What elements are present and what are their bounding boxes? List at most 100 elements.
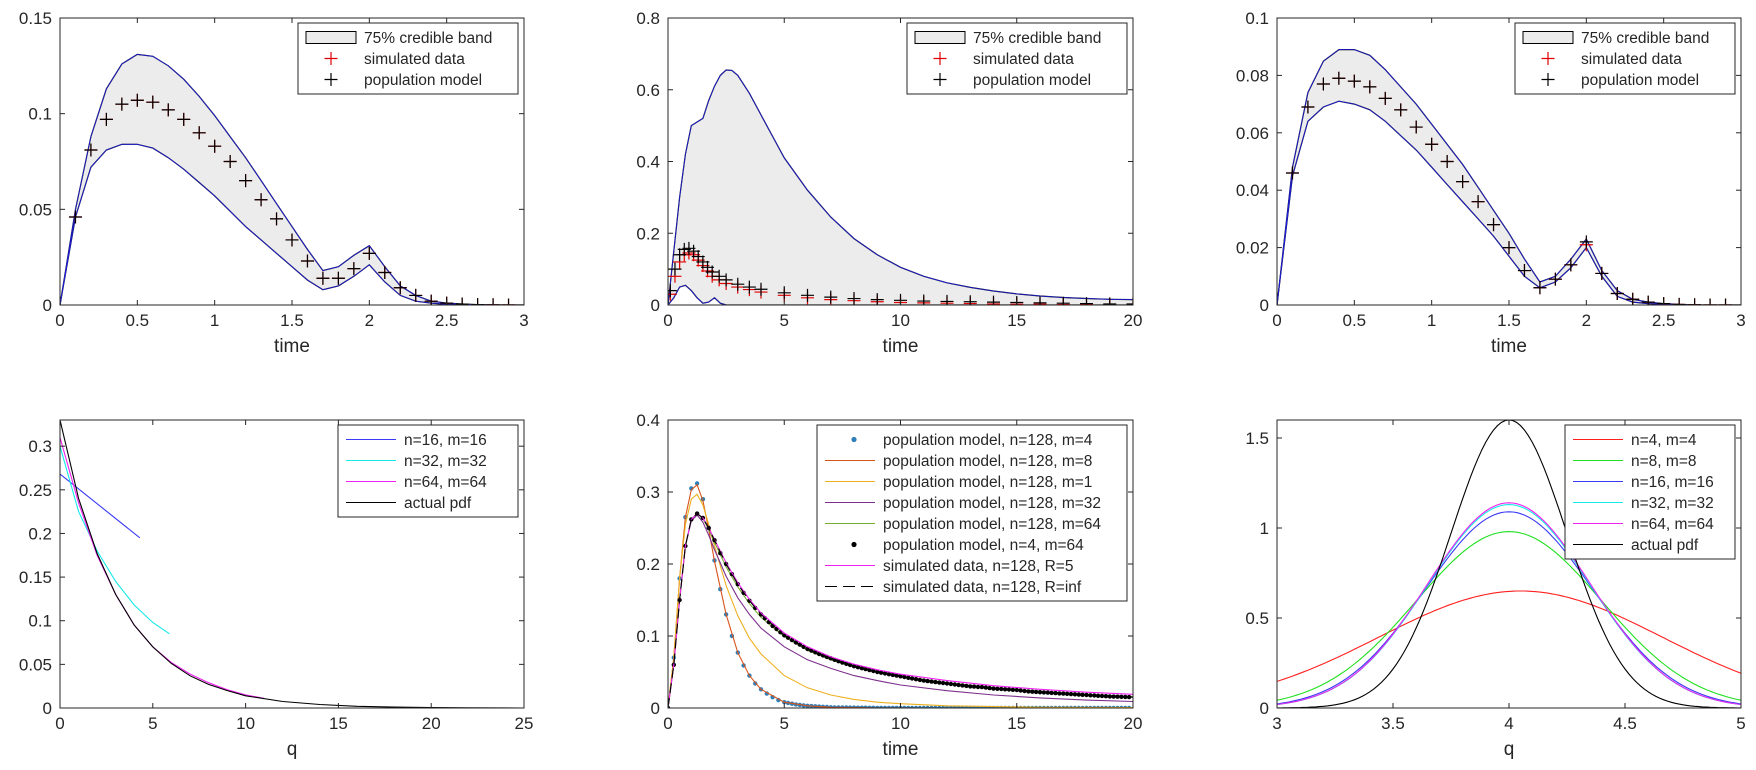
x-tick-label: 20	[422, 714, 441, 733]
plus-marker	[1033, 296, 1047, 305]
legend: n=16, m=16 n=32, m=32 n=64, m=64 actual pdf	[337, 424, 519, 518]
legend-plus-marker	[933, 52, 947, 65]
dot-marker	[1022, 688, 1027, 694]
legend-entry-label: 75% credible band	[973, 30, 1101, 47]
dot-marker	[1080, 692, 1085, 697]
x-tick-label: 3	[519, 311, 528, 330]
dot-marker	[1123, 694, 1128, 700]
plus-marker	[1056, 296, 1070, 305]
plus-marker	[208, 139, 222, 153]
series-6-line	[1277, 420, 1741, 708]
x-tick-label: 5	[1736, 714, 1745, 733]
plus-marker	[801, 288, 814, 302]
x-tick-label: 0.5	[1343, 311, 1367, 330]
plus-marker	[1703, 298, 1717, 305]
plus-marker	[1641, 295, 1655, 305]
plus-marker	[1517, 264, 1531, 278]
axes-frame	[59, 419, 525, 709]
dot-marker	[1033, 689, 1039, 695]
x-tick-label: 4.5	[1613, 714, 1637, 733]
credible-band-fill	[60, 54, 524, 305]
plus-marker	[1610, 287, 1624, 301]
series-2-line	[1277, 531, 1741, 701]
dot-marker	[902, 674, 907, 680]
legend-box	[816, 424, 1128, 602]
x-tick-label: 20	[1124, 311, 1143, 330]
plot-content	[60, 420, 524, 708]
legend-entry-label: n=8, m=8	[1631, 453, 1697, 470]
plus-marker	[347, 262, 361, 276]
y-tick-label: 0.08	[1236, 66, 1269, 85]
dot-marker	[859, 666, 864, 671]
plus-marker	[331, 271, 345, 285]
dot-marker	[694, 481, 700, 486]
chart-6: 3 3.5 4 4.5 5 0 0.5 1 1.5 q n=4, m=4 n=8, m=8 n=16, …	[1245, 419, 1746, 760]
plus-marker	[1126, 297, 1133, 305]
dot-marker	[886, 672, 892, 677]
dot-marker	[1006, 687, 1012, 692]
y-tick-label: 0	[43, 296, 52, 315]
series-3-line	[668, 493, 1133, 708]
plus-marker	[502, 298, 516, 305]
plot-content	[668, 481, 1133, 708]
plus-marker	[731, 277, 745, 291]
plus-marker	[239, 174, 253, 188]
plus-marker	[963, 295, 977, 305]
legend-band-swatch	[914, 31, 966, 44]
legend-entry-label: population model, n=128, m=64	[883, 516, 1101, 533]
legend-entry-label: population model	[973, 72, 1091, 89]
plus-marker	[824, 290, 838, 304]
credible-band-upper-line	[668, 69, 1133, 305]
dot-marker	[1037, 690, 1043, 695]
x-tick-label: 3	[1272, 714, 1281, 733]
dot-marker	[960, 683, 965, 688]
dot-marker	[1126, 694, 1132, 700]
x-axis-label: time	[883, 739, 919, 760]
legend-entry-label: 75% credible band	[364, 30, 492, 47]
y-tick-label: 0.1	[28, 105, 52, 124]
plus-marker	[712, 269, 726, 283]
dot-marker	[929, 679, 934, 684]
plus-marker	[378, 265, 392, 279]
legend-entry-label: population model, n=128, m=8	[883, 453, 1092, 470]
dot-marker	[933, 679, 938, 685]
dot-marker	[975, 684, 981, 690]
x-axis-label: time	[883, 336, 919, 357]
x-tick-label: 5	[148, 714, 157, 733]
plus-marker	[987, 295, 1000, 305]
plus-marker	[1285, 166, 1299, 180]
legend: 75% credible band simulated data populatio…	[297, 22, 519, 95]
plus-marker	[424, 294, 438, 305]
plus-marker	[1579, 235, 1593, 249]
x-tick-label: 0	[1272, 311, 1281, 330]
plus-marker	[115, 97, 129, 111]
dot-marker	[917, 677, 923, 683]
series-5-line	[1277, 502, 1741, 706]
plus-marker	[409, 288, 423, 302]
x-axis-label: q	[287, 739, 298, 760]
plus-marker	[742, 280, 756, 294]
plus-marker	[254, 193, 268, 207]
y-tick-label: 0.1	[28, 612, 52, 631]
series-2-markers	[68, 93, 516, 305]
plus-marker	[223, 155, 237, 168]
chart-2: 0 5 10 15 20 0 0.2 0.4 0.6 0.8 time 75% credible ba…	[636, 9, 1142, 357]
legend-entry-label: simulated data	[973, 51, 1074, 68]
legend-band-swatch	[305, 31, 357, 44]
legend-entry-label: simulated data, n=128, R=5	[883, 558, 1073, 575]
x-tick-label: 4	[1504, 714, 1513, 733]
plus-marker	[99, 112, 113, 126]
chart-4: 0 5 10 15 20 25 0 0.05 0.1 0.15 0.2 0.25 0.3 q n=16, m…	[19, 419, 533, 760]
legend-entry-label: simulated data	[1581, 51, 1682, 68]
x-tick-label: 0	[663, 714, 672, 733]
x-tick-label: 2	[365, 311, 374, 330]
plot-content	[1277, 420, 1741, 708]
dot-marker	[944, 681, 950, 686]
plus-marker	[668, 262, 682, 276]
legend-entry-label: actual pdf	[1631, 537, 1699, 554]
x-tick-label: 15	[329, 714, 348, 733]
plus-marker	[1595, 266, 1609, 280]
plus-marker	[1502, 241, 1516, 255]
plus-marker	[270, 212, 284, 226]
x-tick-label: 1	[1427, 311, 1436, 330]
